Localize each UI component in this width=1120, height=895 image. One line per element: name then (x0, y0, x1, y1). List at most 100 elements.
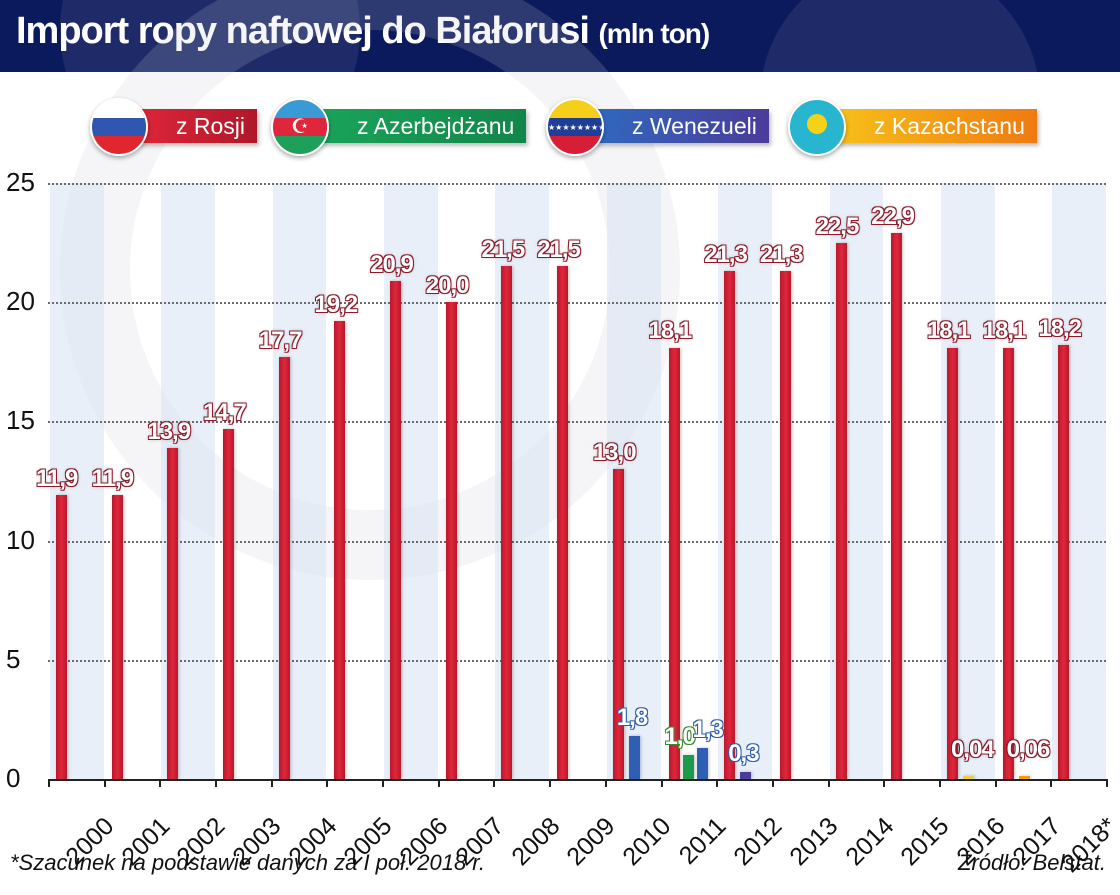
bar-z-kazachstanu (962, 776, 974, 779)
x-tick (103, 779, 106, 787)
decorative-arc (760, 0, 1040, 72)
x-tick (660, 779, 663, 787)
x-tick (883, 779, 886, 787)
value-label: 18,1 (648, 317, 693, 345)
x-tick (1106, 779, 1108, 787)
x-tick-label: 2014 (839, 812, 900, 872)
value-label: 18,1 (926, 317, 971, 345)
value-label: 1,8 (616, 704, 648, 732)
x-tick (159, 779, 162, 787)
bar-russia (167, 447, 179, 779)
bar-russia (278, 357, 290, 779)
value-label: 21,5 (481, 236, 525, 264)
value-label: 21,3 (704, 241, 748, 269)
bar-russia (445, 302, 457, 779)
x-tick-label: 2009 (561, 812, 621, 872)
plot-area: 11,9 11,9 13,9 14,7 17,7 19,2 20,9 20,0 21,5 21,5… (36, 183, 1106, 779)
venezuela-flag-icon: ★★★★★★★★ (546, 98, 604, 156)
value-label: 0,06 (1006, 735, 1051, 763)
x-tick (326, 779, 329, 787)
x-tick (771, 779, 774, 787)
y-tick-label: 15 (6, 405, 35, 436)
x-tick (827, 779, 830, 787)
value-label: 13,9 (147, 417, 191, 445)
x-tick (48, 779, 50, 787)
x-tick (938, 779, 941, 787)
source-note: Źródło: Belstat. (958, 850, 1106, 875)
x-tick (493, 779, 496, 787)
bar-z-wenezueli (740, 771, 752, 779)
gridline (48, 302, 1106, 305)
x-tick (549, 779, 552, 787)
bar-russia (1058, 345, 1070, 779)
x-axis-line (48, 779, 1106, 781)
bar-russia (501, 266, 513, 779)
x-tick-label: 2010 (617, 812, 677, 872)
y-tick-label: 20 (6, 286, 35, 317)
value-label: 13,0 (592, 439, 637, 467)
bar-russia (334, 321, 346, 779)
x-tick-label: 2013 (784, 812, 844, 872)
legend-label: z Azerbejdżanu (311, 109, 527, 143)
x-tick (270, 779, 273, 787)
x-tick (604, 779, 607, 787)
gridline (48, 659, 1106, 662)
y-tick-label: 5 (6, 643, 21, 674)
value-label: 11,9 (36, 465, 78, 493)
bar-russia (557, 266, 569, 779)
gridline (48, 421, 1106, 424)
bar-russia (724, 271, 736, 779)
x-tick (716, 779, 719, 787)
bar-russia (835, 242, 847, 779)
value-label: 1,3 (692, 716, 724, 743)
bar-z-azerbejdżanu (682, 755, 694, 779)
x-tick (215, 779, 218, 787)
value-label: 21,5 (537, 236, 581, 264)
title-unit: (mln ton) (598, 18, 710, 49)
bar-z-kazachstanu (1018, 776, 1030, 779)
value-label: 14,7 (203, 398, 247, 426)
y-tick-label: 25 (6, 167, 35, 197)
legend-label: z Wenezueli (586, 109, 769, 143)
x-tick (382, 779, 385, 787)
value-label: 22,5 (815, 212, 860, 240)
value-label: 21,3 (759, 241, 804, 269)
bar-z-wenezueli (696, 748, 708, 779)
bar-russia (56, 495, 67, 779)
value-label: 0,04 (950, 736, 995, 764)
x-tick-label: 2015 (895, 812, 955, 872)
value-label: 17,7 (258, 327, 303, 355)
gridline (48, 540, 1106, 543)
value-label: 20,9 (370, 250, 414, 278)
bar-russia (223, 428, 235, 779)
x-tick-label: 2008 (505, 812, 565, 872)
gridline (48, 183, 1106, 185)
value-label: 0,3 (728, 739, 759, 767)
bar-russia (1002, 347, 1014, 779)
y-tick-label: 10 (6, 524, 35, 555)
legend-label: z Kazachstanu (828, 109, 1037, 143)
legend-label: z Rosji (130, 109, 258, 143)
azerbaijan-flag-icon: ☪ (271, 98, 329, 156)
bar-russia (946, 347, 958, 779)
bar-russia (612, 469, 624, 779)
value-label: 1,0 (664, 723, 696, 751)
footnote: *Szacunek na podstawie danych za I poł. … (10, 850, 485, 875)
x-tick (437, 779, 440, 787)
bar-russia (390, 280, 402, 779)
bar-z-wenezueli (628, 736, 640, 779)
kazakhstan-flag-icon (788, 98, 846, 156)
value-label: 18,2 (1038, 315, 1082, 343)
value-label: 18,1 (982, 317, 1027, 345)
bar-russia (111, 495, 123, 779)
x-tick-label: 2012 (728, 812, 788, 872)
value-label: 19,2 (314, 291, 358, 319)
value-label: 22,9 (871, 203, 915, 231)
value-label: 20,0 (425, 272, 470, 300)
russia-flag-icon (90, 98, 148, 156)
bar-russia (891, 233, 903, 779)
x-tick (1050, 779, 1053, 787)
bar-russia (779, 271, 791, 779)
value-label: 11,9 (91, 465, 134, 493)
y-tick-label: 0 (6, 763, 21, 793)
